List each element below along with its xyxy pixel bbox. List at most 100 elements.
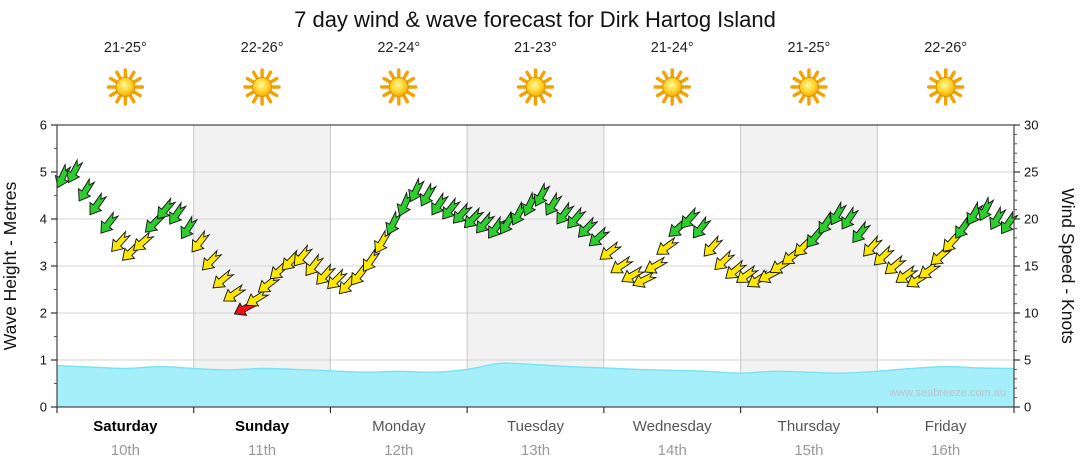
sun-ray <box>388 93 396 104</box>
sun-ray <box>538 93 546 104</box>
sun-core <box>115 77 136 97</box>
sun-ray <box>131 76 142 85</box>
wind-arrow <box>873 244 896 266</box>
day-label: Monday <box>372 418 426 435</box>
wind-arrow <box>989 205 1007 231</box>
sun-ray <box>541 89 552 98</box>
sun-ray <box>662 70 670 81</box>
wind-arrow <box>374 228 392 254</box>
wave-height-line <box>56 362 1015 374</box>
wind-arrow <box>452 201 474 224</box>
sun-ray <box>519 89 530 98</box>
wind-arrow <box>644 256 669 274</box>
sun-ray <box>264 93 273 104</box>
wind-arrow <box>966 200 984 226</box>
right-axis-tick-label: 15 <box>1024 259 1038 274</box>
wind-arrow <box>78 177 96 202</box>
wind-arrow <box>419 181 438 207</box>
sun-ray <box>811 93 820 104</box>
sun-icon <box>516 68 555 106</box>
sun-ray <box>655 76 667 85</box>
day-date: 15th <box>794 442 823 459</box>
sun-icon <box>653 68 691 106</box>
wind-arrow <box>577 216 599 238</box>
wind-arrow <box>475 211 496 234</box>
sun-ray <box>115 70 123 81</box>
left-axis-tick-label: 3 <box>40 259 47 274</box>
wind-arrow <box>431 191 450 216</box>
wind-arrow <box>588 226 611 247</box>
wind-arrow <box>510 200 528 226</box>
sun-ray <box>935 93 943 104</box>
wind-arrow <box>522 191 539 217</box>
wind-arrow <box>863 234 884 257</box>
sun-ray <box>798 70 807 81</box>
right-axis-tick-label: 25 <box>1024 165 1038 180</box>
wind-arrow <box>714 249 736 271</box>
wind-arrow <box>556 201 575 225</box>
day-label: Tuesday <box>507 418 564 435</box>
sun-icon <box>243 68 281 106</box>
sun-ray <box>948 93 956 104</box>
day-date: 13th <box>521 442 550 459</box>
sun-ray <box>792 89 803 98</box>
wind-arrow <box>316 262 337 285</box>
wind-arrow <box>829 200 848 226</box>
left-axis-tick-label: 6 <box>40 118 47 133</box>
sun-ray <box>675 70 683 81</box>
right-axis-label: Wind Speed - Knots <box>1058 188 1078 344</box>
right-axis-tick-label: 30 <box>1024 118 1038 133</box>
day-date: 12th <box>384 442 413 459</box>
sun-ray <box>108 89 120 98</box>
sun-ray <box>251 70 260 81</box>
wind-arrow <box>735 264 760 283</box>
sun-ray <box>951 89 963 98</box>
wind-arrow <box>567 206 587 229</box>
temperature-range-label: 22-26° <box>241 40 284 56</box>
sun-ray <box>935 70 943 81</box>
wind-arrow <box>841 205 860 230</box>
wind-arrow <box>327 268 349 290</box>
wind-arrow <box>223 283 247 302</box>
day-date: 11th <box>248 442 276 459</box>
wind-arrow <box>680 206 701 229</box>
wind-arrow <box>632 271 658 288</box>
wind-arrow <box>692 215 712 239</box>
left-axis-tick-label: 5 <box>40 165 47 180</box>
sun-ray <box>525 70 533 81</box>
wind-arrow <box>169 201 188 225</box>
wind-arrow <box>852 220 872 244</box>
wind-arrow <box>89 191 108 216</box>
sun-ray <box>268 76 279 85</box>
sun-ray <box>404 89 416 98</box>
sun-ray <box>128 70 136 81</box>
sun-ray <box>655 89 667 98</box>
sun-core <box>525 77 546 97</box>
wind-arrow <box>305 253 325 277</box>
day-label: Saturday <box>93 418 158 435</box>
wind-arrow <box>257 273 281 293</box>
sun-ray <box>811 70 820 81</box>
wind-arrow <box>396 191 414 217</box>
sun-ray <box>948 70 956 81</box>
left-axis-tick-label: 4 <box>40 212 47 227</box>
temperature-range-label: 21-25° <box>104 40 147 56</box>
wind-arrow <box>545 191 563 216</box>
sun-ray <box>815 76 826 85</box>
temperature-range-label: 21-25° <box>787 40 830 56</box>
sun-ray <box>675 93 683 104</box>
sun-ray <box>264 70 273 81</box>
wind-arrow <box>362 248 381 272</box>
watermark: www.seabreeze.com.au <box>888 387 1006 399</box>
temperature-range-label: 22-26° <box>924 40 967 56</box>
wind-arrow <box>463 206 485 229</box>
chart-title: 7 day wind & wave forecast for Dirk Hart… <box>294 7 776 32</box>
wind-arrow <box>442 196 462 220</box>
sun-ray <box>541 76 552 85</box>
wind-arrow <box>599 240 623 260</box>
wind-arrow <box>884 254 908 275</box>
sun-ray <box>382 76 393 85</box>
right-axis-tick-label: 0 <box>1024 400 1031 415</box>
wind-arrow <box>180 215 199 240</box>
